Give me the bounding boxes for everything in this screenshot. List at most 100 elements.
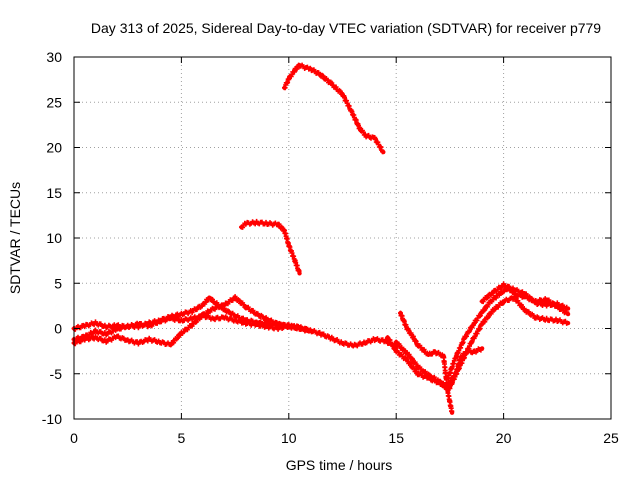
data-point bbox=[357, 126, 362, 131]
data-point bbox=[394, 339, 399, 345]
data-point bbox=[445, 376, 450, 381]
data-point bbox=[207, 295, 212, 300]
data-point bbox=[222, 315, 227, 320]
y-tick-label: 15 bbox=[46, 185, 62, 201]
data-point bbox=[318, 331, 324, 337]
data-point bbox=[282, 228, 287, 233]
data-point bbox=[479, 321, 485, 327]
data-point bbox=[555, 301, 560, 307]
data-point bbox=[146, 323, 152, 328]
y-tick-label: 10 bbox=[46, 230, 62, 246]
data-point bbox=[308, 66, 313, 71]
data-point bbox=[265, 324, 270, 329]
data-point bbox=[282, 85, 287, 90]
data-point bbox=[462, 335, 468, 340]
data-point bbox=[189, 309, 195, 314]
data-point bbox=[565, 311, 571, 317]
data-point bbox=[104, 331, 109, 337]
series-arc-e bbox=[282, 62, 386, 155]
data-point bbox=[286, 323, 291, 328]
data-point bbox=[222, 307, 227, 312]
data-point bbox=[297, 271, 302, 276]
data-point bbox=[239, 224, 244, 230]
data-point bbox=[125, 338, 130, 343]
data-point bbox=[293, 259, 298, 264]
data-point bbox=[488, 299, 493, 304]
data-point bbox=[254, 322, 259, 328]
data-point bbox=[471, 321, 476, 327]
data-point bbox=[372, 337, 377, 342]
data-point bbox=[297, 325, 302, 330]
data-point bbox=[351, 112, 356, 118]
data-point bbox=[297, 62, 302, 68]
data-point bbox=[565, 306, 571, 311]
data-point bbox=[93, 335, 98, 340]
data-points bbox=[71, 62, 571, 415]
data-point bbox=[501, 299, 506, 304]
data-point bbox=[415, 371, 420, 376]
data-point bbox=[449, 410, 455, 415]
data-point bbox=[157, 319, 163, 324]
data-point bbox=[232, 318, 238, 323]
data-point bbox=[454, 353, 459, 358]
data-point bbox=[415, 364, 420, 369]
data-point bbox=[286, 243, 291, 248]
series-marks bbox=[282, 62, 385, 155]
data-point bbox=[104, 324, 109, 329]
data-point bbox=[275, 326, 281, 331]
data-point bbox=[381, 149, 386, 155]
series-marks bbox=[385, 294, 570, 391]
data-point bbox=[512, 287, 517, 292]
data-point bbox=[93, 320, 98, 326]
grid bbox=[74, 57, 611, 419]
data-point bbox=[157, 339, 163, 345]
data-point bbox=[179, 318, 184, 323]
data-point bbox=[340, 91, 345, 97]
data-point bbox=[533, 300, 539, 306]
data-point bbox=[179, 330, 184, 336]
data-point bbox=[544, 317, 549, 322]
data-point bbox=[490, 290, 496, 295]
series-arc-d bbox=[239, 218, 302, 276]
data-point bbox=[93, 329, 98, 334]
data-point bbox=[479, 346, 485, 351]
series-arc-j bbox=[479, 281, 571, 311]
data-point bbox=[522, 291, 528, 297]
data-point bbox=[533, 315, 539, 320]
data-point bbox=[544, 297, 549, 302]
data-point bbox=[445, 389, 450, 395]
data-point bbox=[286, 76, 291, 81]
data-point bbox=[168, 342, 173, 347]
data-point bbox=[555, 318, 560, 323]
data-point bbox=[232, 313, 238, 319]
data-point bbox=[411, 335, 416, 340]
data-point bbox=[189, 316, 195, 321]
data-point bbox=[200, 302, 206, 308]
data-point bbox=[458, 362, 463, 367]
data-point bbox=[243, 304, 249, 309]
data-point bbox=[544, 302, 549, 308]
data-point bbox=[329, 336, 334, 341]
x-tick-label: 0 bbox=[70, 430, 78, 446]
data-point bbox=[303, 65, 309, 71]
y-tick-label: 30 bbox=[46, 49, 62, 65]
data-point bbox=[351, 343, 356, 348]
data-point bbox=[479, 299, 485, 304]
data-point bbox=[82, 323, 87, 328]
data-point bbox=[265, 221, 270, 226]
data-point bbox=[404, 357, 410, 363]
data-point bbox=[404, 326, 410, 331]
data-point bbox=[372, 136, 377, 141]
data-point bbox=[522, 308, 528, 313]
data-point bbox=[200, 313, 206, 319]
data-point bbox=[329, 81, 334, 87]
data-point bbox=[254, 220, 259, 225]
y-tick-label: -5 bbox=[50, 366, 63, 382]
data-point bbox=[340, 340, 345, 346]
data-point bbox=[232, 295, 238, 300]
data-point bbox=[441, 353, 446, 358]
y-tick-label: 25 bbox=[46, 94, 62, 110]
data-point bbox=[104, 338, 109, 344]
x-tick-label: 5 bbox=[178, 430, 186, 446]
x-tick-label: 20 bbox=[496, 430, 512, 446]
